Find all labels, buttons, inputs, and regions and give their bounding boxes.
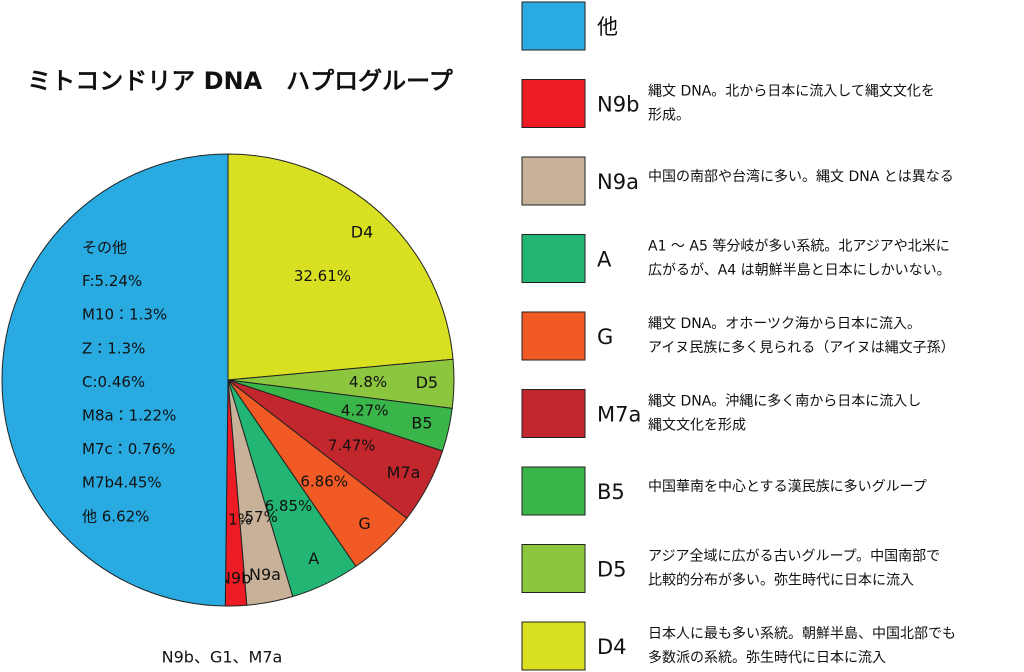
slice-value-label: 32.61% [294, 267, 351, 285]
legend-swatch [521, 544, 586, 593]
legend-description: アイヌ民族に多く見られる（アイヌは縄文子孫） [648, 340, 955, 356]
slice-name: N9a [249, 565, 281, 584]
slice-name: M7a [387, 463, 421, 482]
slice-value-label: 6.86% [300, 472, 348, 490]
annotation: 他 6.62% [82, 507, 149, 525]
legend-swatch [521, 389, 586, 438]
legend-swatch [521, 466, 586, 516]
slice-name: N9b [219, 568, 251, 587]
legend-description: 多数派の系統。弥生時代に日本に流入 [648, 650, 886, 666]
legend-swatch [521, 1, 586, 51]
legend-description: A1 ～ A5 等分岐が多い系統。北アジアや北米に [648, 238, 950, 255]
legend-label: A [597, 248, 612, 272]
slice-value-label: 4.27% [341, 401, 389, 419]
legend-description: 形成。 [648, 108, 690, 124]
legend-label: 他 [597, 15, 618, 39]
slice-name: G [358, 514, 370, 533]
legend-description: 比較的分布が多い。弥生時代に日本に流入 [648, 573, 914, 589]
slice-value-label: 4.57% [230, 508, 278, 526]
legend-label: N9a [597, 170, 639, 194]
legend-label: D5 [597, 558, 627, 582]
legend-description: 広がるが、A4 は朝鮮半島と日本にしかいない。 [648, 263, 951, 279]
legend-label: B5 [597, 480, 625, 504]
slice-value-label: 6.85% [265, 497, 313, 515]
legend-swatch [521, 234, 586, 283]
legend-description: 縄文 DNA。北から日本に流入して縄文文化を [648, 84, 935, 100]
annotation: M8a：1.22% [82, 407, 176, 425]
legend-label: N9b [597, 93, 639, 117]
legend-description: 日本人に最も多い系統。朝鮮半島、中国北部でも [648, 626, 956, 642]
annotation: Z：1.3% [82, 339, 145, 357]
legend-swatch [521, 621, 586, 671]
slice-value-label: 7.47% [328, 436, 376, 454]
legend-description: 縄文 DNA。オホーツク海から日本に流入。 [648, 316, 921, 332]
legend-description: 中国華南を中心とする漢民族に多いグループ [648, 479, 927, 495]
legend-description: 縄文 DNA。沖縄に多く南から日本に流入し [648, 394, 921, 410]
legend-label: G [597, 325, 613, 349]
annotation: F:5.24% [82, 272, 142, 290]
legend-label: D4 [597, 635, 627, 659]
legend-description: 縄文文化を形成 [648, 418, 746, 434]
annotation: M7c：0.76% [82, 440, 175, 458]
chart-title: ミトコンドリア DNA ハプログループ [27, 67, 453, 95]
legend-swatch [521, 311, 586, 361]
legend-swatch [521, 79, 586, 128]
legend-swatch [521, 156, 586, 206]
slice-value-label: 4.8% [349, 373, 387, 391]
footnote: N9b、G1、M7a [162, 648, 283, 667]
annotation: C:0.46% [82, 373, 145, 391]
annotation: M7b4.45% [82, 474, 162, 492]
slice-name: D4 [351, 223, 374, 242]
legend-description: 中国の南部や台湾に多い。縄文 DNA とは異なる [648, 168, 954, 185]
slice-name: B5 [411, 413, 432, 432]
legend-description: アジア全域に広がる古いグループ。中国南部で [648, 549, 940, 565]
pie-slice [1, 153, 229, 607]
legend-label: M7a [597, 403, 641, 427]
annotation: M10：1.3% [82, 306, 167, 324]
pie-slice [227, 153, 454, 381]
slice-name: D5 [416, 373, 439, 392]
slice-name: A [308, 549, 319, 568]
annotation: その他 [82, 239, 127, 257]
